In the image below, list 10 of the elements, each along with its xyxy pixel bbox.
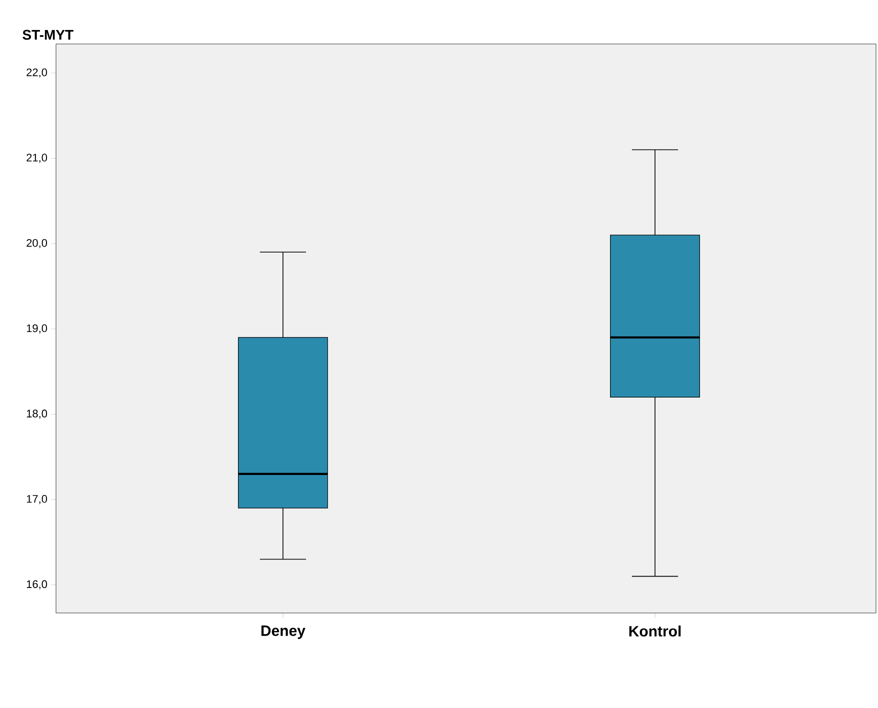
x-tick-label: Kontrol (629, 626, 681, 637)
y-tick-label: 22,0 (26, 68, 48, 78)
y-tick-label: 18,0 (26, 410, 48, 419)
y-tick-label: 20,0 (26, 239, 48, 248)
x-tick-label: Deney (261, 626, 306, 639)
y-tick-label: 21,0 (26, 154, 48, 163)
y-tick-label: 16,0 (26, 580, 48, 590)
y-tick-label: 17,0 (26, 494, 48, 504)
y-tick-label: 19,0 (26, 324, 48, 334)
chart-title: ST-MYT (22, 30, 74, 40)
